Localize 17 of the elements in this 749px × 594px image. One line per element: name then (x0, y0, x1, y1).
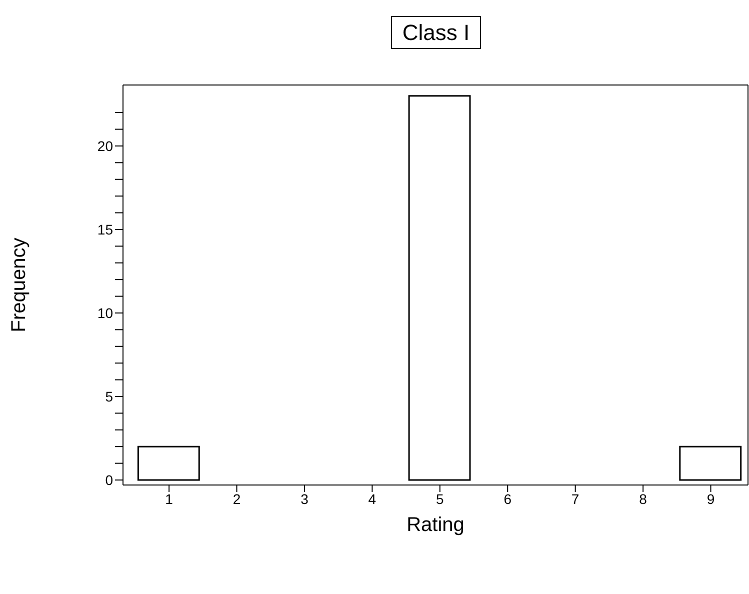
y-tick-label: 15 (97, 221, 114, 238)
x-tick-label: 2 (232, 490, 241, 507)
x-tick-label: 9 (706, 490, 715, 507)
y-tick-label: 10 (97, 304, 114, 321)
x-tick-label: 6 (504, 490, 512, 507)
x-axis-title: Rating (406, 514, 464, 536)
x-tick-label: 4 (368, 490, 376, 507)
y-tick-label: 5 (105, 388, 114, 404)
y-tick-label: 0 (105, 472, 114, 488)
y-tick-label: 20 (97, 138, 114, 154)
x-tick-label: 5 (436, 490, 444, 507)
y-axis-title: Frequency (8, 238, 30, 332)
x-tick-label: 3 (300, 490, 309, 507)
x-tick-label: 8 (639, 490, 648, 507)
chart-title: Class I (391, 16, 481, 49)
x-tick-label: 1 (165, 490, 174, 507)
x-tick-label: 7 (571, 490, 580, 507)
